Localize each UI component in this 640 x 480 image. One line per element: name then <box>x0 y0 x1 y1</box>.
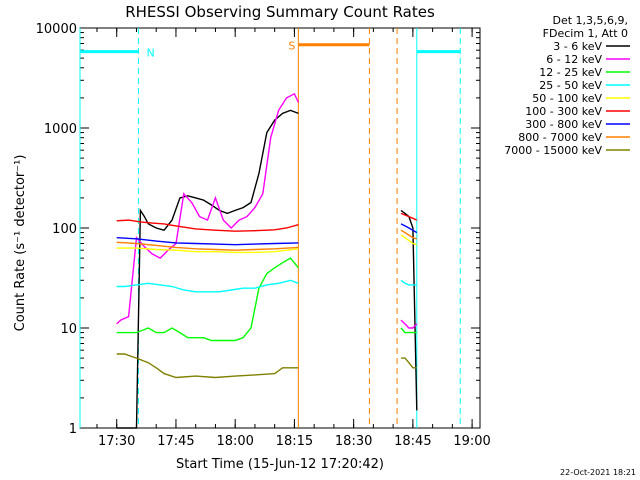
series-line <box>116 219 299 232</box>
x-tick-label: 17:30 <box>98 434 135 449</box>
x-tick-label: 19:00 <box>453 434 490 449</box>
y-tick-label: 100 <box>52 222 77 237</box>
x-axis-label: Start Time (15-Jun-12 17:20:42) <box>176 457 384 472</box>
legend-entry: 6 - 12 keV <box>546 53 602 66</box>
y-tick-label: 1000 <box>44 122 77 137</box>
series-line-post-gap <box>400 212 418 221</box>
legend-header: FDecim 1, Att 0 <box>543 27 628 40</box>
y-tick-label: 10000 <box>36 22 77 37</box>
series-line <box>116 257 299 342</box>
legend: Det 1,3,5,6,9,FDecim 1, Att 03 - 6 keV6 … <box>504 14 630 157</box>
y-axis-label: Count Rate (s⁻¹ detector⁻¹) <box>13 155 28 332</box>
series-line-post-gap <box>400 234 418 246</box>
series-line-post-gap <box>400 229 417 240</box>
series-line <box>116 92 300 325</box>
x-tick-label: 18:45 <box>394 434 431 449</box>
annotation-label: S <box>288 40 295 53</box>
series-line-post-gap <box>401 357 417 369</box>
y-tick-label: 1 <box>69 422 77 437</box>
footer-date: 22-Oct-2021 18:21 <box>560 468 636 477</box>
legend-entry: 25 - 50 keV <box>539 79 602 92</box>
series-line <box>116 109 299 429</box>
series-line-post-gap <box>400 319 418 329</box>
x-tick-label: 18:30 <box>335 434 372 449</box>
series-line-post-gap <box>400 279 417 286</box>
series-line <box>116 279 299 293</box>
x-tick-label: 18:15 <box>276 434 313 449</box>
series-line-post-gap <box>400 327 417 334</box>
chart-title: RHESSI Observing Summary Count Rates <box>125 3 435 21</box>
legend-entry: 800 - 7000 keV <box>518 131 602 144</box>
x-tick-label: 17:45 <box>157 434 194 449</box>
annotation-label: N <box>146 47 154 60</box>
series-line <box>116 241 299 251</box>
series-line-post-gap <box>400 223 418 234</box>
legend-entry: 3 - 6 keV <box>553 40 602 53</box>
legend-entry: 300 - 800 keV <box>525 118 602 131</box>
series-line <box>116 353 299 379</box>
series-line <box>116 247 299 254</box>
plot-area: 1 10 100 1000 10000 17:30 17:45 18:00 18:15 18:30… <box>36 22 491 449</box>
legend-entry: 7000 - 15000 keV <box>504 144 602 157</box>
legend-header: Det 1,3,5,6,9, <box>552 14 628 27</box>
series-line <box>116 237 299 246</box>
x-tick-label: 18:00 <box>216 434 253 449</box>
legend-entry: 12 - 25 keV <box>539 66 602 79</box>
legend-entry: 50 - 100 keV <box>532 92 602 105</box>
y-tick-label: 10 <box>60 322 77 337</box>
legend-entry: 100 - 300 keV <box>525 105 602 118</box>
